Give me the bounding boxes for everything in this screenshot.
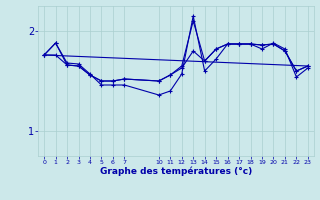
X-axis label: Graphe des températures (°c): Graphe des températures (°c) <box>100 167 252 176</box>
